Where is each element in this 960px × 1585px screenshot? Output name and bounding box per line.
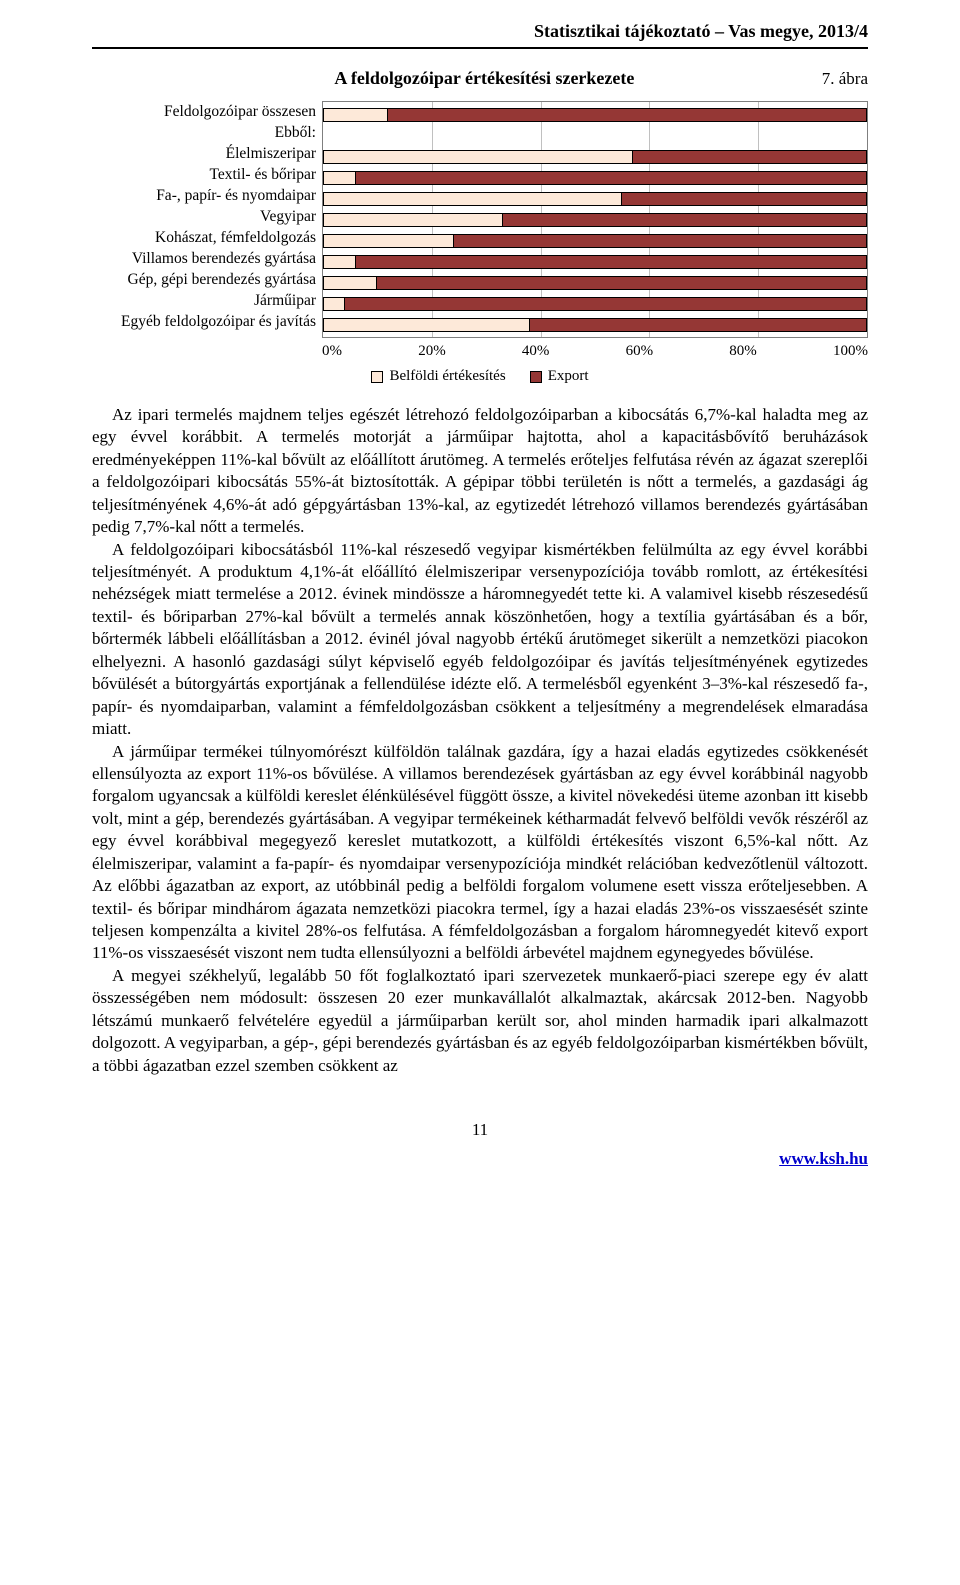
chart-titlebar: A feldolgozóipar értékesítési szerkezete… — [92, 67, 868, 91]
chart-row-label: Gép, gépi berendezés gyártása — [92, 269, 316, 290]
chart-bar-row — [323, 294, 867, 315]
chart-bar-row — [323, 315, 867, 336]
chart-row-label: Kohászat, fémfeldolgozás — [92, 227, 316, 248]
chart-bar-row — [323, 252, 867, 273]
legend-item: Export — [530, 367, 589, 387]
bar-chart: Feldolgozóipar összesenEbből:Élelmiszeri… — [92, 101, 868, 362]
paragraph: A járműipar termékei túlnyomórészt külfö… — [92, 741, 868, 965]
chart-row-label: Feldolgozóipar összesen — [92, 101, 316, 122]
bar-segment-domestic — [323, 213, 503, 227]
page-header: Statisztikai tájékoztató – Vas megye, 20… — [92, 20, 868, 49]
bar-segment-export — [377, 276, 867, 290]
chart-bar-row — [323, 168, 867, 189]
chart-row-label: Egyéb feldolgozóipar és javítás — [92, 311, 316, 332]
legend-swatch — [371, 371, 383, 383]
chart-title: A feldolgozóipar értékesítési szerkezete — [92, 67, 822, 91]
chart-x-axis: 0% 20% 40% 60% 80% 100% — [322, 342, 868, 362]
bar-segment-domestic — [323, 171, 356, 185]
chart-category-labels: Feldolgozóipar összesenEbből:Élelmiszeri… — [92, 101, 322, 362]
chart-legend: Belföldi értékesítés Export — [92, 367, 868, 390]
x-tick: 0% — [322, 342, 342, 362]
chart-bar-row — [323, 126, 867, 147]
body-text: Az ipari termelés majdnem teljes egészét… — [92, 404, 868, 1077]
chart-bar-row — [323, 189, 867, 210]
x-tick: 20% — [418, 342, 446, 362]
bar-segment-export — [388, 108, 867, 122]
bar-segment-domestic — [323, 234, 454, 248]
chart-bar-row — [323, 273, 867, 294]
bar-segment-export — [622, 192, 867, 206]
bar-segment-domestic — [323, 108, 388, 122]
bar-segment-domestic — [323, 276, 377, 290]
bar-segment-domestic — [323, 297, 345, 311]
bar-segment-export — [633, 150, 867, 164]
chart-row-label: Vegyipar — [92, 206, 316, 227]
legend-swatch — [530, 371, 542, 383]
legend-item: Belföldi értékesítés — [371, 367, 505, 387]
chart-bar-row — [323, 231, 867, 252]
chart-row-label: Járműipar — [92, 290, 316, 311]
x-tick: 80% — [729, 342, 757, 362]
bar-segment-export — [503, 213, 867, 227]
x-tick: 100% — [833, 342, 868, 362]
x-tick: 40% — [522, 342, 550, 362]
bar-segment-domestic — [323, 255, 356, 269]
x-tick: 60% — [626, 342, 654, 362]
paragraph: Az ipari termelés majdnem teljes egészét… — [92, 404, 868, 539]
chart-row-label: Fa-, papír- és nyomdaipar — [92, 185, 316, 206]
page-number: 11 — [92, 1119, 868, 1141]
chart-number: 7. ábra — [822, 68, 868, 90]
paragraph: A megyei székhelyű, legalább 50 főt fogl… — [92, 965, 868, 1077]
chart-plot-area — [322, 101, 868, 338]
bar-segment-export — [345, 297, 867, 311]
chart-row-label: Ebből: — [92, 122, 316, 143]
chart-row-label: Villamos berendezés gyártása — [92, 248, 316, 269]
chart-bar-row — [323, 147, 867, 168]
chart-row-label: Textil- és bőripar — [92, 164, 316, 185]
bar-segment-export — [356, 255, 867, 269]
bar-segment-export — [454, 234, 867, 248]
bar-segment-domestic — [323, 192, 622, 206]
bar-segment-domestic — [323, 318, 530, 332]
legend-label: Belföldi értékesítés — [389, 367, 505, 387]
chart-bar-row — [323, 210, 867, 231]
footer-link[interactable]: www.ksh.hu — [92, 1148, 868, 1170]
bar-segment-domestic — [323, 150, 633, 164]
chart-row-label: Élelmiszeripar — [92, 143, 316, 164]
bar-segment-export — [356, 171, 867, 185]
legend-label: Export — [548, 367, 589, 387]
paragraph: A feldolgozóipari kibocsátásból 11%-kal … — [92, 539, 868, 741]
chart-bar-row — [323, 105, 867, 126]
bar-segment-export — [530, 318, 867, 332]
